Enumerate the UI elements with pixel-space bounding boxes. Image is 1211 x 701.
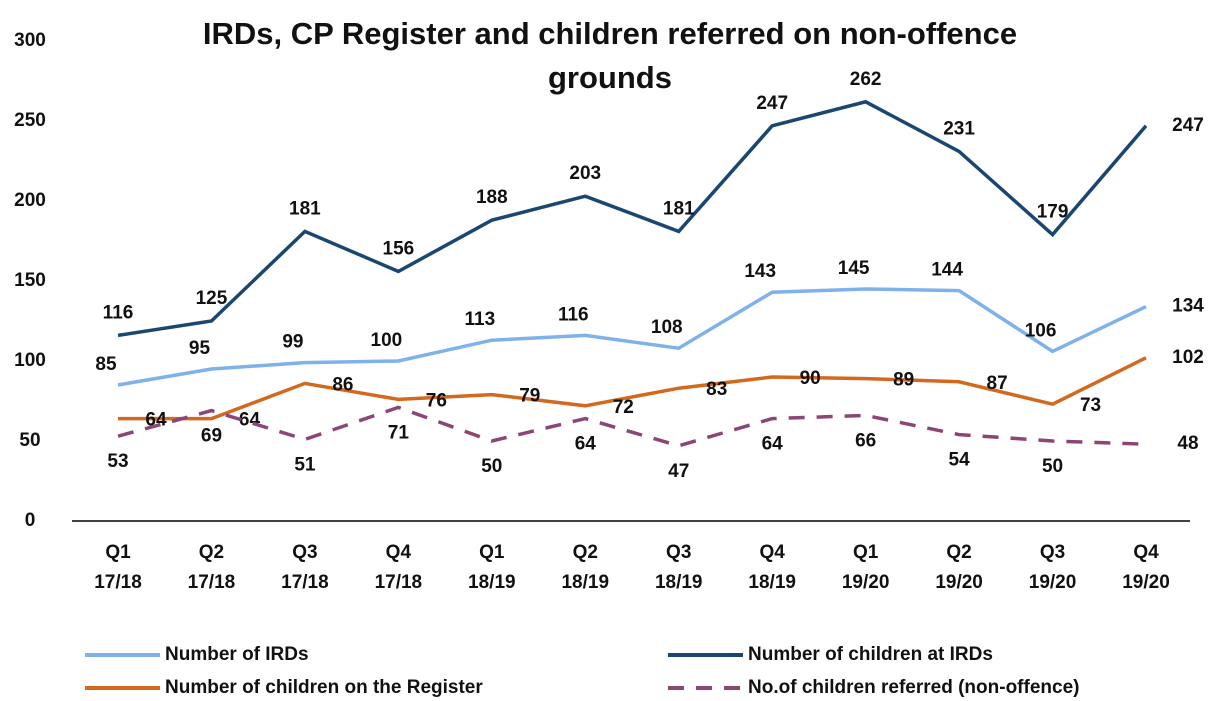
- data-label: 64: [762, 434, 784, 455]
- data-label: 144: [931, 260, 963, 281]
- x-tick-label: Q1: [105, 542, 131, 563]
- data-label: 102: [1172, 347, 1204, 368]
- x-tick-label: 17/18: [281, 572, 329, 593]
- x-tick-label: 19/20: [1122, 572, 1170, 593]
- data-label: 125: [196, 288, 228, 309]
- data-label: 247: [756, 93, 788, 114]
- y-tick-label: 150: [14, 270, 46, 291]
- data-label: 87: [987, 373, 1008, 394]
- data-label: 64: [575, 434, 597, 455]
- data-label: 231: [943, 118, 975, 139]
- y-tick-label: 300: [14, 30, 46, 51]
- series-line: [117, 99, 1148, 338]
- data-label: 85: [95, 354, 117, 375]
- data-label: 83: [706, 379, 727, 400]
- x-tick-label: Q4: [386, 542, 412, 563]
- x-tick-label: Q4: [1133, 542, 1159, 563]
- data-label: 66: [855, 430, 876, 451]
- x-tick-label: 17/18: [188, 572, 236, 593]
- data-label: 179: [1037, 202, 1069, 223]
- data-label: 50: [1042, 456, 1063, 477]
- data-label: 48: [1177, 433, 1198, 454]
- data-label: 64: [239, 410, 261, 431]
- series-line: [117, 405, 1147, 448]
- data-label: 86: [332, 374, 353, 395]
- data-label: 47: [668, 461, 689, 482]
- data-label: 106: [1025, 320, 1057, 341]
- data-label: 54: [949, 450, 971, 471]
- x-tick-label: Q2: [573, 542, 598, 563]
- data-label: 50: [481, 456, 502, 477]
- x-tick-label: Q2: [946, 542, 971, 563]
- x-tick-label: Q3: [666, 542, 691, 563]
- data-label: 134: [1172, 296, 1204, 317]
- x-tick-label: Q2: [199, 542, 224, 563]
- x-tick-label: Q4: [760, 542, 786, 563]
- data-label: 156: [383, 238, 415, 259]
- data-label: 73: [1080, 395, 1101, 416]
- data-label: 99: [282, 332, 303, 353]
- data-label: 116: [558, 304, 589, 325]
- x-tick-label: Q3: [292, 542, 317, 563]
- x-tick-label: Q1: [479, 542, 505, 563]
- legend-label: No.of children referred (non-offence): [748, 677, 1079, 698]
- x-tick-label: 17/18: [375, 572, 423, 593]
- data-label: 145: [838, 258, 870, 279]
- series-line: [118, 356, 1147, 421]
- data-label: 181: [289, 198, 321, 219]
- x-tick-label: 18/19: [468, 572, 516, 593]
- chart-title: IRDs, CP Register and children referred …: [202, 16, 1018, 95]
- data-label: 181: [663, 198, 695, 219]
- x-tick-label: 18/19: [561, 572, 609, 593]
- data-label: 116: [103, 302, 134, 323]
- data-label: 76: [426, 390, 447, 411]
- y-tick-label: 100: [14, 350, 46, 371]
- data-label: 203: [569, 163, 601, 184]
- x-tick-label: 18/19: [655, 572, 703, 593]
- series-line: [117, 287, 1147, 387]
- data-label: 71: [388, 422, 410, 443]
- data-label: 143: [744, 261, 776, 282]
- y-tick-label: 200: [14, 190, 46, 211]
- y-tick-label: 250: [14, 110, 46, 131]
- x-tick-label: 17/18: [94, 572, 142, 593]
- data-label: 188: [476, 187, 508, 208]
- x-tick-label: 19/20: [1029, 572, 1077, 593]
- x-tick-label: 18/19: [748, 572, 796, 593]
- data-label: 53: [107, 451, 128, 472]
- data-label: 89: [893, 370, 914, 391]
- x-tick-label: 19/20: [935, 572, 983, 593]
- data-label: 95: [189, 338, 211, 359]
- data-label: 69: [201, 426, 222, 447]
- data-label: 247: [1172, 115, 1204, 136]
- x-tick-label: Q3: [1040, 542, 1065, 563]
- x-tick-label: Q1: [853, 542, 879, 563]
- y-tick-label: 0: [25, 510, 36, 531]
- data-label: 64: [145, 410, 167, 431]
- legend-label: Number of IRDs: [165, 644, 309, 665]
- legend-label: Number of children at IRDs: [748, 644, 993, 665]
- legend-label: Number of children on the Register: [165, 677, 483, 698]
- y-tick-label: 50: [19, 430, 40, 451]
- data-label: 90: [800, 368, 821, 389]
- data-label: 108: [651, 317, 683, 338]
- x-tick-label: 19/20: [842, 572, 890, 593]
- data-label: 79: [519, 386, 540, 407]
- data-label: 113: [464, 309, 495, 330]
- data-label: 51: [294, 454, 316, 475]
- data-label: 100: [371, 330, 403, 351]
- data-label: 262: [850, 69, 882, 90]
- data-label: 72: [613, 397, 634, 418]
